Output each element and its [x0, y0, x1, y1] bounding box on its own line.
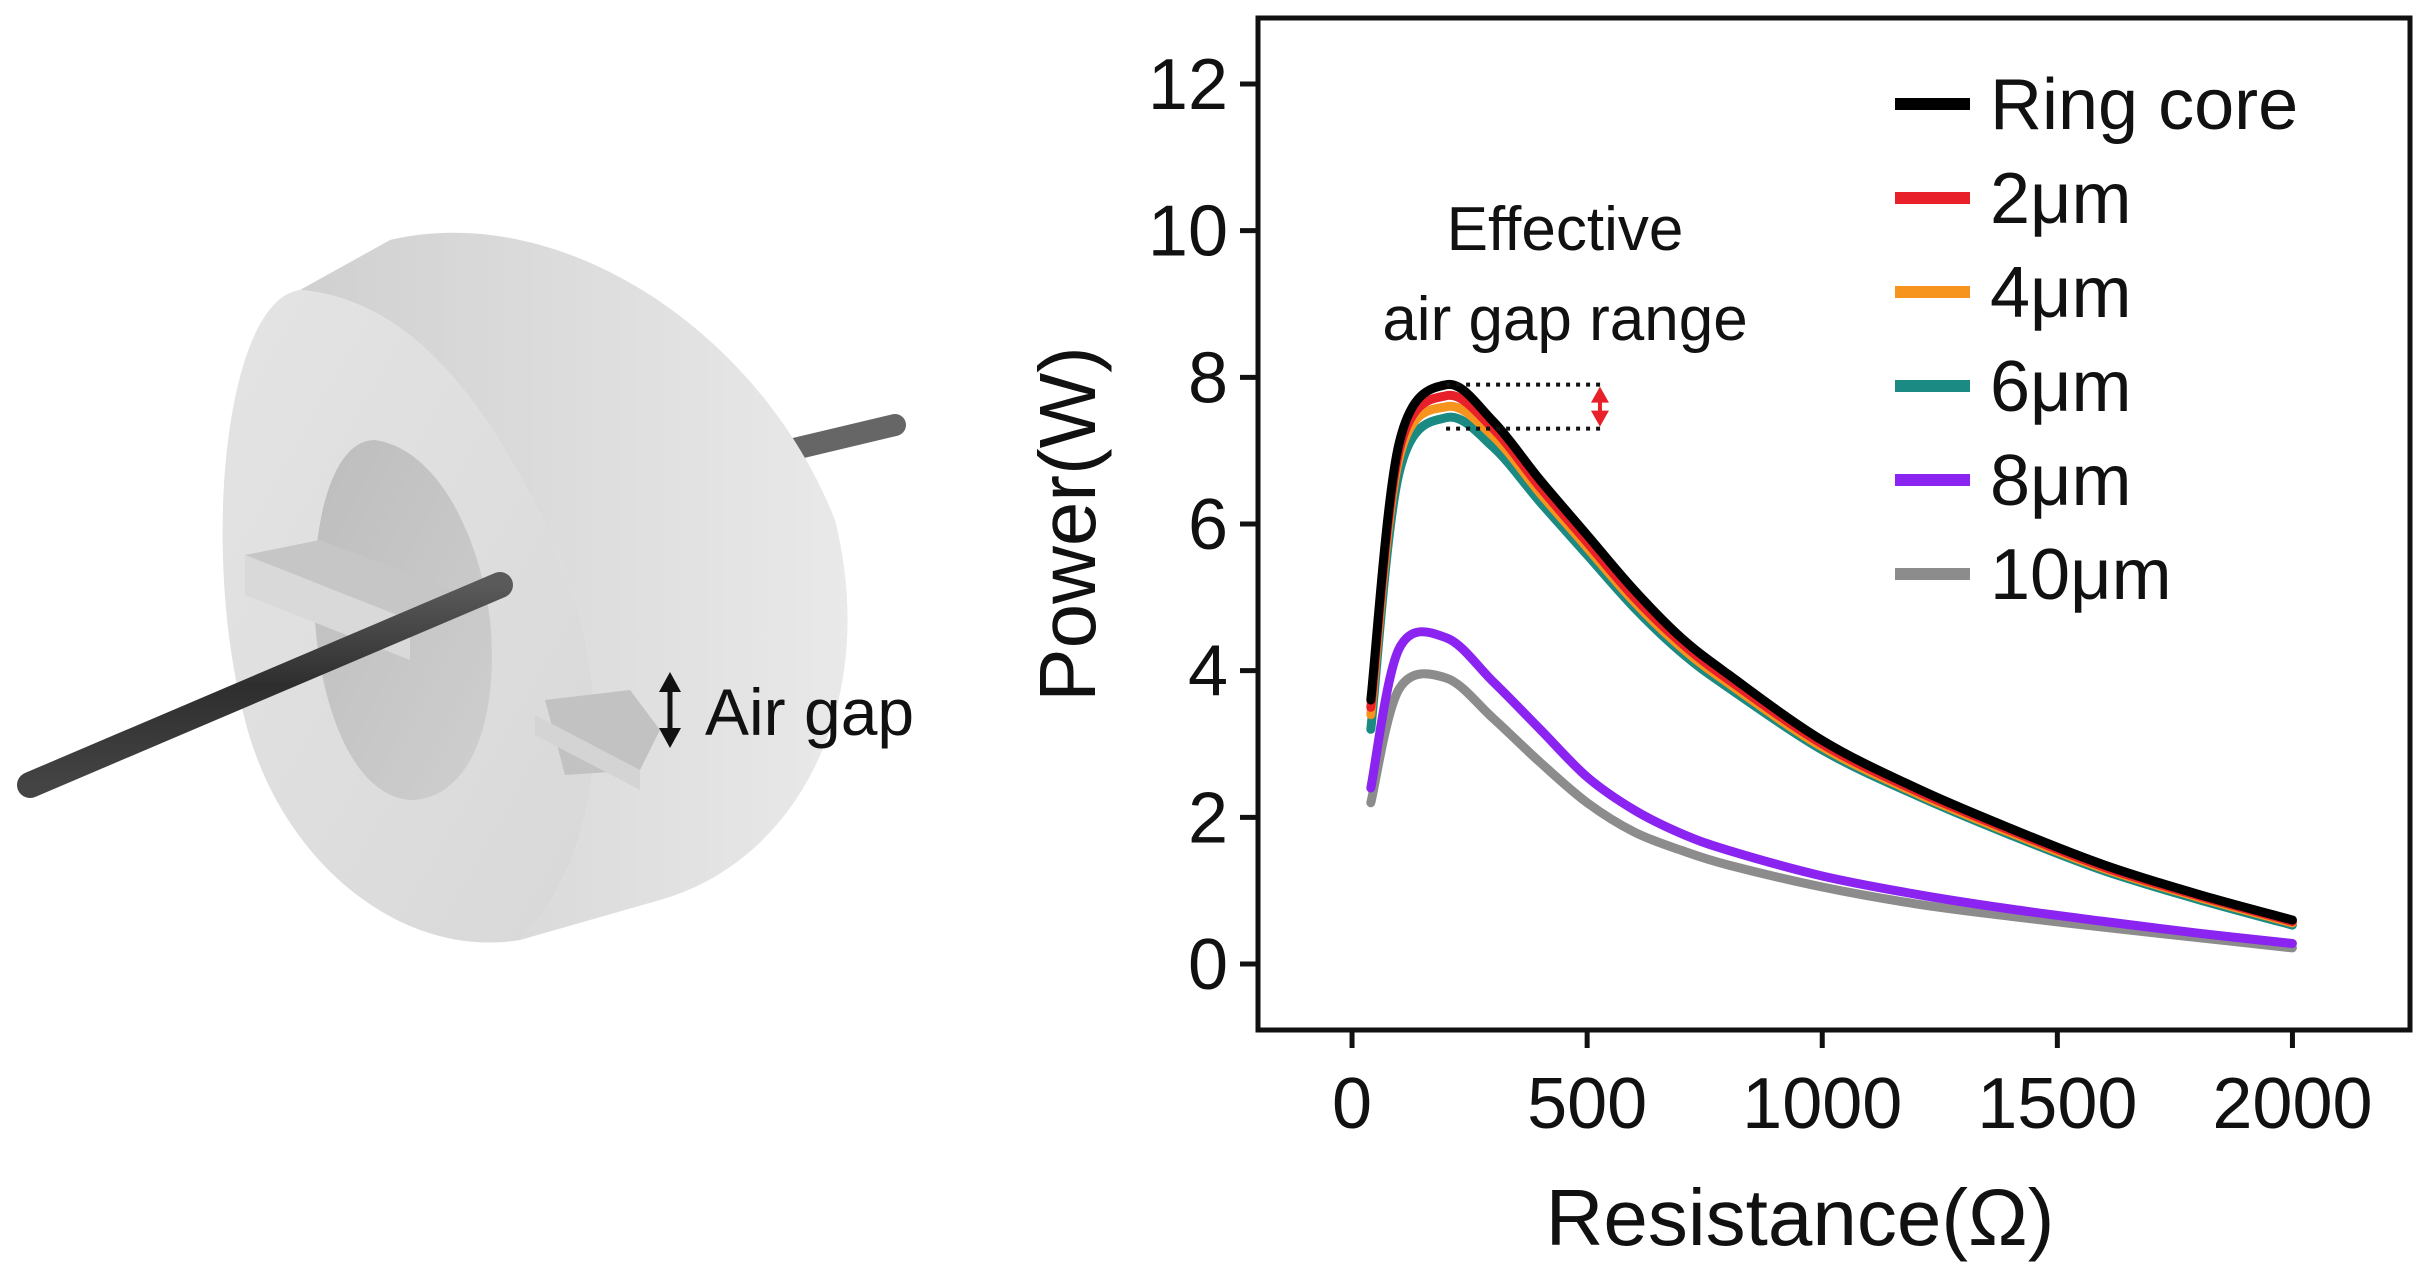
series-line-10m	[1366, 669, 2297, 953]
air-gap-arrow-icon	[659, 672, 681, 748]
gap-lower-edge	[535, 715, 640, 790]
range-arrow-down-icon	[1590, 410, 1609, 427]
legend-label: 4μm	[1990, 253, 2132, 333]
gap-upper-face	[245, 540, 480, 620]
y-tick-label: 8	[1188, 338, 1228, 418]
y-tick-label: 4	[1188, 632, 1228, 712]
y-tick-label: 2	[1188, 778, 1228, 858]
y-axis-title: Power(W)	[1023, 346, 1112, 702]
range-arrow-up-icon	[1590, 386, 1609, 403]
series-line-ringcore	[1366, 379, 2297, 925]
annotation-line-1: Effective	[1447, 195, 1684, 264]
effective-range-annotation: Effective air gap range	[1382, 195, 1748, 431]
rod-back	[779, 414, 906, 461]
legend-label: 10μm	[1990, 535, 2172, 615]
x-tick-label: 1500	[1977, 1064, 2137, 1144]
series-line-6m	[1366, 412, 2297, 930]
y-tick-label: 0	[1188, 925, 1228, 1005]
air-gap-label: Air gap	[705, 675, 914, 749]
legend-label: 6μm	[1990, 347, 2132, 427]
y-tick-label: 12	[1148, 45, 1228, 125]
annotation-line-2: air gap range	[1382, 285, 1747, 354]
legend: Ring core 2μm 4μm 6μm 8μm 10μm	[1895, 65, 2298, 615]
series-line-4m	[1366, 401, 2297, 928]
ring-core-illustration: Air gap	[17, 232, 914, 943]
x-tick-label: 0	[1332, 1064, 1372, 1144]
y-tick-label: 6	[1188, 485, 1228, 565]
series-line-8m	[1366, 627, 2297, 948]
series-layer	[1366, 379, 2297, 953]
x-axis: 0 500 1000 1500 2000	[1332, 1030, 2373, 1144]
legend-label: Ring core	[1990, 65, 2298, 145]
legend-label: 2μm	[1990, 159, 2132, 239]
ring-outer-surface	[300, 232, 848, 940]
x-tick-label: 2000	[2212, 1064, 2372, 1144]
x-axis-title: Resistance(Ω)	[1546, 1173, 2055, 1262]
rod-front	[17, 572, 513, 798]
y-tick-label: 10	[1148, 192, 1228, 272]
legend-label: 8μm	[1990, 441, 2132, 521]
x-tick-label: 1000	[1742, 1064, 1902, 1144]
y-axis: 0 2 4 6 8 10 12	[1148, 45, 1258, 1005]
chart: 0 2 4 6 8 10 12 0 500 1000 1500 2000 Power(W) Resi…	[1023, 15, 2413, 1262]
series-line-2m	[1366, 390, 2297, 926]
x-tick-label: 500	[1527, 1064, 1647, 1144]
